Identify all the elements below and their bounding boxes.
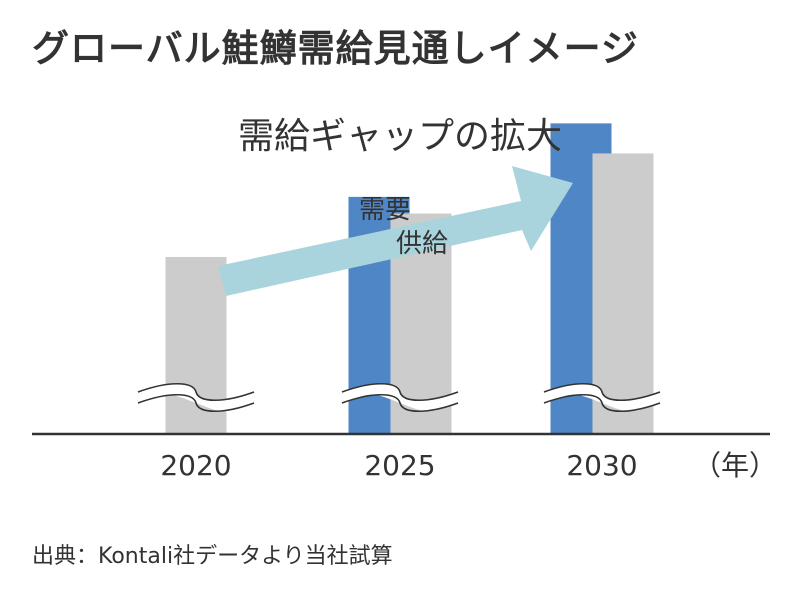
axis-break-fill-2030 [544,383,660,412]
gap-annotation: 需給ギャップの拡大 [238,116,562,157]
x-tick-label-2030: 2030 [566,449,637,482]
axis-break-line-2025 [341,383,459,401]
axis-break-fill-2025 [342,383,458,412]
x-axis-unit: （年） [693,449,777,482]
axis-break-line-2030 [543,394,661,412]
legend-label-demand: 需要 [359,195,411,225]
x-tick-label-2025: 2025 [364,449,435,482]
axis-break-line-2030 [543,383,661,401]
axis-break-line-2025 [341,394,459,412]
chart-title: グローバル鮭鱒需給見通しイメージ [32,27,639,70]
axis-break-line-2020 [137,383,255,401]
axis-break-fill-2020 [138,383,254,412]
x-tick-labels: 2020 2025 2030 [160,449,637,482]
legend-label-supply: 供給 [396,229,448,259]
axis-break-line-2020 [137,394,255,412]
axis-break-marks [137,383,661,412]
gap-arrow [218,166,573,296]
bar-supply-2030 [592,153,654,434]
source-note: 出典：Kontali社データより当社試算 [32,544,393,569]
x-tick-label-2020: 2020 [160,449,231,482]
